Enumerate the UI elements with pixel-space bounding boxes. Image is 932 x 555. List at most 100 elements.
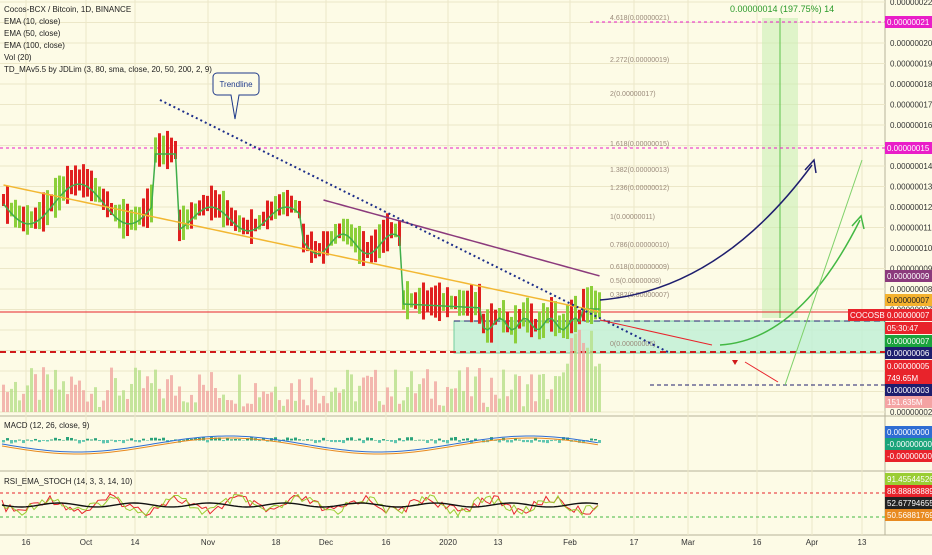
volume-bar [158,388,161,412]
rsi-tag-text: 88.88888889 [887,487,932,496]
volume-bar [6,392,9,412]
candle [322,231,325,264]
volume-bar [522,406,525,412]
volume-bar [330,391,333,412]
macd-hist-bar [82,440,85,442]
price-tick: 0.00000020 [890,39,932,48]
macd-hist-bar [38,440,41,443]
macd-hist-bar [342,440,345,444]
macd-legend[interactable]: MACD (12, 26, close, 9) [4,421,90,430]
macd-hist-bar [506,440,509,443]
candle [554,301,557,337]
volume-bar [338,392,341,412]
volume-bar [114,378,117,412]
green-projection-line[interactable] [784,159,863,386]
macd-hist-bar [394,440,397,444]
trendline-callout[interactable]: Trendline [212,72,260,120]
price-tag [885,335,932,347]
volume-bar [530,374,533,412]
volume-bar [366,375,369,412]
macd-hist-bar [278,440,281,442]
symbol-title: Cocos-BCX / Bitcoin, 1D, BINANCE [4,5,131,14]
volume-bar [302,399,305,412]
callout-bubble [212,72,260,120]
price-tag [885,384,932,396]
ema100-legend[interactable]: EMA (100, close) [4,41,65,50]
volume-bar [550,389,553,412]
fib-label: 0.618(0.00000009) [610,264,669,271]
candle [134,206,137,231]
volume-bar [18,400,21,412]
macd-hist-bar [438,438,441,441]
candle [510,316,513,335]
volume-bar [70,376,73,412]
candle [426,290,429,313]
macd-hist-bar [170,440,173,441]
volume-bar [294,400,297,412]
candle [114,204,117,222]
candle [430,287,433,316]
macd-hist-bar [334,440,337,443]
macd-hist-bar [454,437,457,441]
fib-label: 1.236(0.00000012) [610,185,669,192]
volume-bar [254,383,257,412]
macd-hist-bar [262,437,265,441]
candle [558,315,561,333]
candle [490,303,493,343]
macd-signal-line [1,437,599,455]
time-axis[interactable]: 16 Oct 14 Nov 18 Dec 16 2020 13 Feb 17 Mar 16 Apr 13 [22,538,867,547]
measure-label: 0.00000014 (197.75%) 14 [730,4,834,14]
macd-hist-bar [378,440,381,443]
red-drop-line-2[interactable] [744,361,779,383]
volume-bar [590,330,593,412]
macd-hist-bar [206,440,209,443]
volume-bar [410,371,413,412]
volume-bar [398,403,401,412]
price-axis[interactable]: 0.00000022 0.00000021 0.00000020 0.00000019… [848,0,932,521]
candle [438,282,441,322]
price-tag [885,347,932,359]
macd-hist-bar [518,439,521,441]
macd-hist-bar [430,439,433,441]
red-drop-line[interactable] [599,319,713,346]
rsi-legend[interactable]: RSI_EMA_STOCH (14, 3, 3, 14, 10) [4,477,133,486]
ema10-legend[interactable]: EMA (10, close) [4,17,61,26]
rsi-tag [885,509,932,521]
green-arrow-curve[interactable] [719,219,861,346]
candle [462,290,465,316]
candle [130,209,133,230]
volume-bar [214,388,217,412]
price-tick: 0.00000018 [890,80,932,89]
volume-bar [230,400,233,412]
vol-legend[interactable]: Vol (20) [4,53,32,62]
volume-bar [482,402,485,412]
ema50-legend[interactable]: EMA (50, close) [4,29,61,38]
bull-arrow-curve[interactable] [599,164,813,301]
rsi-plot [0,492,885,518]
macd-hist-bar [414,439,417,441]
macd-hist-bar [138,440,141,443]
macd-hist-bar [62,439,65,441]
macd-plot [1,435,601,455]
volume-bar [10,388,13,412]
candle [258,215,261,230]
volume-bar [450,388,453,412]
candle [10,202,13,217]
candle [158,133,161,167]
volume-bar [286,399,289,412]
time-tick: 13 [858,538,867,547]
volume-bar [322,395,325,412]
td-ma-legend[interactable]: TD_MAv5.5 by JDLim (3, 80, sma, close, 2… [4,65,212,74]
volume-bar [470,396,473,412]
candle [342,218,345,242]
candle [2,194,5,206]
volume-bar [362,377,365,412]
candle [82,164,85,198]
candle [230,207,233,226]
fib-label: 4.618(0.00000021) [610,15,669,22]
drawings[interactable] [159,99,865,386]
candle [358,225,361,264]
candle [94,177,97,202]
